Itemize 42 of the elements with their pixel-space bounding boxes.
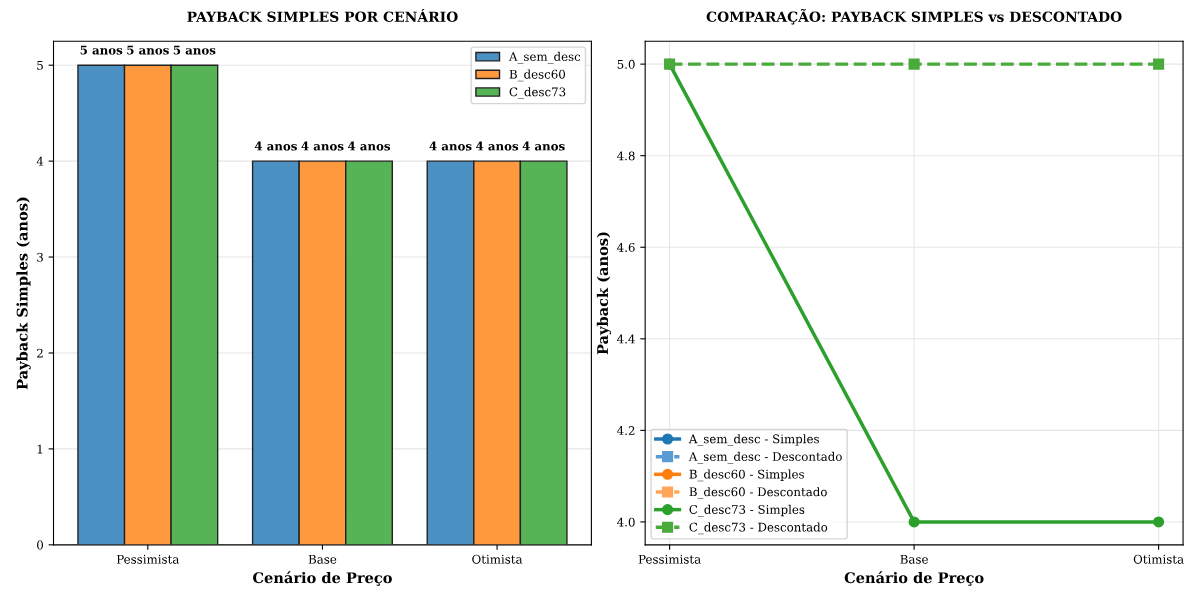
- y-tick-label: 4.4: [617, 334, 635, 344]
- y-axis-title: Payback Simples (anos): [16, 197, 31, 390]
- legend-label: C_desc73 - Descontado: [689, 522, 828, 535]
- data-label: 4 anos: [301, 141, 344, 151]
- y-tick-label: 4.0: [617, 517, 635, 527]
- y-tick-label: 5.0: [617, 59, 635, 69]
- data-label: 4 anos: [429, 141, 472, 151]
- chart-title: PAYBACK SIMPLES POR CENÁRIO: [187, 8, 458, 22]
- x-tick-label: Base: [308, 554, 337, 564]
- y-tick-label: 4: [36, 156, 44, 166]
- chart-title: COMPARAÇÃO: PAYBACK SIMPLES vs DESCONTADO: [706, 8, 1122, 25]
- legend-label: C_desc73 - Simples: [689, 504, 805, 517]
- data-label: 5 anos: [80, 45, 123, 55]
- x-tick-label: Otimista: [1133, 554, 1184, 564]
- y-tick-label: 4.8: [617, 151, 635, 161]
- data-label: 4 anos: [522, 141, 565, 151]
- data-label: 4 anos: [476, 141, 519, 151]
- x-tick-label: Pessimista: [638, 554, 701, 564]
- x-tick-label: Base: [900, 554, 928, 564]
- x-axis-title: Cenário de Preço: [253, 571, 392, 586]
- y-tick-label: 0: [37, 540, 43, 550]
- x-tick-label: Pessimista: [116, 554, 180, 564]
- y-tick-label: 3: [37, 252, 43, 262]
- legend-label: A_sem_desc: [508, 51, 581, 64]
- legend-label: B_desc60 - Descontado: [689, 487, 827, 499]
- legend-label: B_desc60: [509, 69, 566, 82]
- data-label: 4 anos: [347, 141, 391, 151]
- y-tick-label: 1: [37, 444, 43, 454]
- y-tick-label: 4.6: [617, 242, 635, 252]
- x-axis-title: Cenário de Preço: [844, 571, 984, 586]
- y-tick-label: 4.2: [617, 426, 635, 436]
- legend-label: A_sem_desc - Descontado: [688, 451, 842, 464]
- y-tick-label: 5: [37, 61, 43, 70]
- data-label: 4 anos: [254, 141, 297, 151]
- x-tick-label: Otimista: [472, 554, 523, 564]
- legend-label: C_desc73: [509, 87, 566, 99]
- legend-label: A_sem_desc - Simples: [688, 434, 819, 446]
- y-tick-label: 2: [37, 348, 43, 358]
- legend-label: B_desc60 - Simples: [689, 469, 804, 482]
- data-label: 5 anos: [173, 45, 216, 55]
- data-label: 5 anos: [127, 45, 169, 55]
- y-axis-title: Payback (anos): [596, 232, 612, 355]
